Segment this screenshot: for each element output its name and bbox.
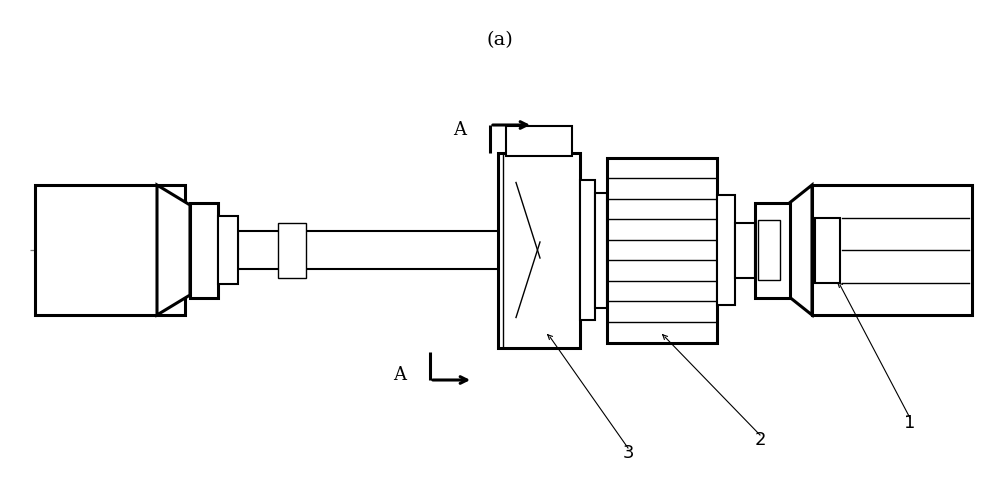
Bar <box>607 158 717 342</box>
Bar <box>717 195 735 305</box>
Bar <box>218 216 238 284</box>
Text: (a): (a) <box>487 31 513 49</box>
Polygon shape <box>790 185 812 315</box>
Bar <box>278 222 306 278</box>
Bar <box>758 220 780 280</box>
Bar <box>190 202 218 298</box>
Bar <box>238 231 520 269</box>
Bar <box>595 192 607 308</box>
Bar <box>506 126 572 156</box>
Text: A: A <box>454 121 466 139</box>
Text: 1: 1 <box>904 414 916 432</box>
Bar <box>35 185 185 315</box>
Bar <box>812 185 972 315</box>
Bar <box>580 180 595 320</box>
Text: 2: 2 <box>754 431 766 449</box>
Text: A: A <box>394 366 406 384</box>
Bar <box>755 202 790 298</box>
Bar <box>815 218 840 282</box>
Bar <box>735 222 755 278</box>
Polygon shape <box>157 185 190 315</box>
Bar <box>498 152 580 348</box>
Text: 3: 3 <box>622 444 634 462</box>
